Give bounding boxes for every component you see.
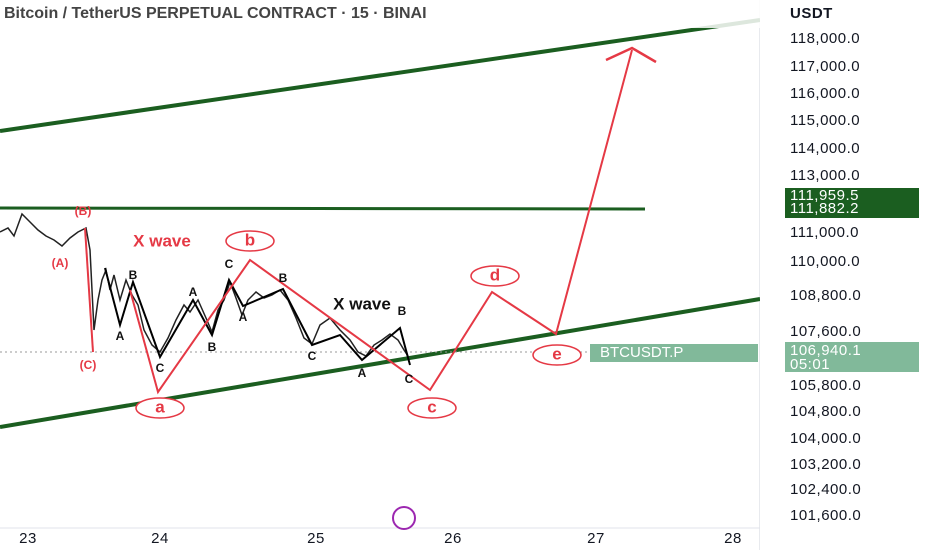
header-bg: [0, 0, 760, 28]
price-label: 101,600.0: [790, 507, 861, 524]
logo: [392, 506, 416, 530]
line-high-label: 111,959.5: [790, 187, 859, 204]
wave-label: b: [245, 230, 255, 249]
wave-label: B: [208, 340, 217, 354]
wave-label: a: [155, 397, 165, 416]
price-label: 117,000.0: [790, 58, 860, 75]
annotations: (B) (A) (C) X wave b a c d e B A C A B C A B C X wave B A C: [52, 204, 582, 419]
horizontal-line: [0, 206, 646, 211]
price-label: 108,800.0: [790, 287, 861, 304]
price-label: 116,000.0: [790, 85, 860, 102]
currency: USDT: [790, 5, 833, 22]
price-label: 105,800.0: [790, 377, 861, 394]
symbol-label: BTCUSDT.P: [600, 344, 683, 361]
time-axis: 23 24 25 26 27 28: [19, 530, 742, 547]
arrow-head: [605, 46, 657, 64]
date-label: 25: [307, 530, 325, 547]
wave-circle: [225, 230, 275, 252]
price-label: 118,000.0: [790, 30, 860, 47]
wave-label: C: [308, 349, 317, 363]
wave-label: A: [189, 285, 198, 299]
wave-label: (A): [52, 256, 69, 270]
last-price: 106,940.1: [790, 342, 861, 359]
price-label: 103,200.0: [790, 456, 861, 473]
upper-channel: [0, 18, 761, 133]
price-axis-bg: [760, 0, 932, 550]
wave-path-black: [104, 267, 411, 366]
price-label: 107,600.0: [790, 323, 861, 340]
price-axis: 118,000.0 117,000.0 116,000.0 115,000.0 114,…: [790, 30, 861, 524]
date-label: 28: [724, 530, 742, 547]
lower-channel: [0, 297, 761, 429]
date-label: 24: [151, 530, 169, 547]
wave-circle: [532, 344, 582, 366]
countdown: 05:01: [790, 356, 830, 373]
wave-label: A: [358, 366, 367, 380]
last-price-tag: [785, 342, 919, 372]
wave-label: C: [405, 372, 414, 386]
wave-label: B: [279, 271, 288, 285]
wave-label: C: [225, 257, 234, 271]
wave-circle: [135, 397, 185, 419]
wave-circle: [470, 265, 520, 287]
wave-label: e: [552, 344, 561, 363]
price-label: 104,800.0: [790, 403, 861, 420]
price-label: 110,000.0: [790, 253, 860, 270]
wave-circle: [407, 397, 457, 419]
symbol-tag: [590, 344, 758, 362]
price-label: 104,000.0: [790, 430, 861, 447]
price-label: 114,000.0: [790, 140, 860, 157]
date-label: 27: [587, 530, 605, 547]
wave-label: (C): [80, 358, 97, 372]
wave-label: X wave: [333, 294, 391, 313]
price-label: 115,000.0: [790, 112, 860, 129]
wave-label: C: [156, 361, 165, 375]
wave-label: B: [129, 268, 138, 282]
wave-label: (B): [75, 204, 92, 218]
chart-title: Bitcoin / TetherUS PERPETUAL CONTRACT · …: [4, 5, 427, 22]
date-label: 26: [444, 530, 462, 547]
wave-path-red: [129, 49, 633, 395]
date-label: 23: [19, 530, 37, 547]
wave-label: A: [116, 329, 125, 343]
price-line: [0, 212, 409, 357]
price-label: 111,000.0: [790, 224, 859, 241]
line-low-label: 111,882.2: [790, 200, 859, 217]
price-label: 113,000.0: [790, 167, 860, 184]
wave-path-red: [84, 227, 94, 353]
wave-label: d: [490, 265, 500, 284]
wave-label: A: [239, 310, 248, 324]
line-price-tag: [785, 188, 919, 218]
wave-label: c: [427, 397, 436, 416]
wave-label: X wave: [133, 231, 191, 250]
wave-label: B: [398, 304, 407, 318]
price-label: 102,400.0: [790, 481, 861, 498]
